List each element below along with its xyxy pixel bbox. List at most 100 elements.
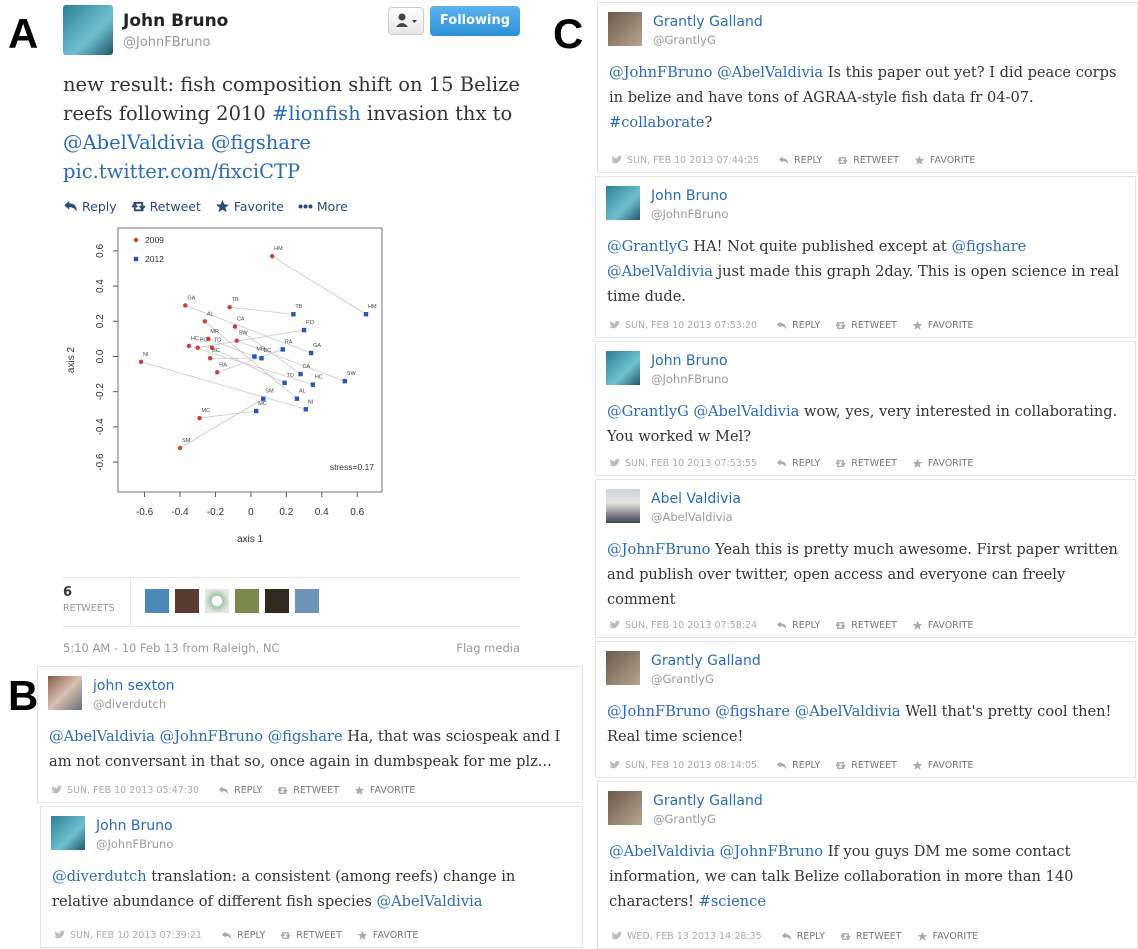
point-label: NI xyxy=(308,399,314,405)
link[interactable]: @JohnFBruno xyxy=(609,64,713,81)
point xyxy=(207,356,213,361)
tweet-action[interactable]: RETWEET xyxy=(851,619,897,631)
link[interactable]: @AbelValdivia xyxy=(607,263,713,280)
point-label: SM xyxy=(182,438,191,444)
avatar[interactable] xyxy=(606,651,640,685)
tweet-action[interactable]: RETWEET xyxy=(293,784,339,796)
link[interactable]: @AbelValdivia xyxy=(49,728,155,745)
tweet-action[interactable]: REPLY xyxy=(796,930,825,942)
tweet-action[interactable]: RETWEET xyxy=(853,154,899,166)
avatar[interactable] xyxy=(235,589,259,613)
link[interactable]: @figshare xyxy=(267,728,343,745)
user-name[interactable]: John Bruno xyxy=(96,818,173,834)
point-label: SW xyxy=(347,371,357,377)
reply-icon xyxy=(777,620,787,629)
user-name[interactable]: Abel Valdivia xyxy=(651,491,741,507)
following-button[interactable]: Following xyxy=(430,6,520,36)
tweet-action[interactable]: Retweet xyxy=(131,199,201,214)
link[interactable]: @GrantlyG xyxy=(607,403,689,420)
link[interactable]: @AbelValdivia xyxy=(376,893,483,910)
avatar[interactable] xyxy=(295,589,319,613)
tweet-action[interactable]: REPLY xyxy=(792,619,821,631)
link[interactable]: @figshare xyxy=(951,238,1027,255)
user-handle: @GrantlyG xyxy=(653,33,716,47)
avatar[interactable] xyxy=(145,589,169,613)
x-tick-label: 0.4 xyxy=(315,507,329,518)
avatar[interactable] xyxy=(63,5,113,55)
user-handle: @JohnFBruno xyxy=(96,837,174,851)
user-name[interactable]: Grantly Galland xyxy=(653,793,763,809)
link[interactable]: @AbelValdivia xyxy=(717,64,824,81)
tweet-action[interactable]: REPLY xyxy=(792,457,821,469)
user-name[interactable]: Grantly Galland xyxy=(653,14,763,30)
tweet-footer: SUN, FEB 10 2013 07:53:55 REPLY RETWEET FAV… xyxy=(608,457,983,469)
link[interactable]: @JohnFBruno xyxy=(607,541,711,558)
star-icon xyxy=(354,785,365,795)
link[interactable]: @figshare xyxy=(210,131,311,154)
connector xyxy=(234,326,301,375)
tweet-action[interactable]: RETWEET xyxy=(851,759,897,771)
tweet-action[interactable]: REPLY xyxy=(237,929,266,941)
point-label: RA xyxy=(285,339,293,345)
link[interactable]: #lionfish xyxy=(272,102,361,125)
link[interactable]: @AbelValdivia xyxy=(794,703,901,720)
user-name[interactable]: john sexton xyxy=(93,678,175,694)
link[interactable]: @AbelValdivia xyxy=(609,843,715,860)
user-name[interactable]: John Bruno xyxy=(651,353,728,369)
tweet-timestamp: SUN, FEB 10 2013 07:44:25 xyxy=(627,154,760,166)
tweet-action[interactable]: REPLY xyxy=(794,154,823,166)
point xyxy=(294,396,300,401)
point-label: HC xyxy=(191,336,199,342)
tweet-action[interactable]: FAVORITE xyxy=(927,319,974,331)
link[interactable]: @AbelValdivia xyxy=(63,131,205,154)
tweet-action[interactable]: REPLY xyxy=(234,784,263,796)
avatar[interactable] xyxy=(51,816,85,850)
tweet-action[interactable]: Favorite xyxy=(215,199,284,214)
tweet-timestamp: SUN, FEB 10 2013 08:14:05 xyxy=(625,759,758,771)
avatar[interactable] xyxy=(265,589,289,613)
avatar[interactable] xyxy=(608,12,642,46)
tweet-action[interactable]: FAVORITE xyxy=(927,457,974,469)
link[interactable]: @diverdutch xyxy=(52,868,147,885)
point-label: TO xyxy=(287,373,295,379)
avatar[interactable] xyxy=(175,589,199,613)
tweet-action[interactable]: RETWEET xyxy=(296,929,342,941)
avatar[interactable] xyxy=(205,589,229,613)
link[interactable]: @JohnFBruno xyxy=(159,728,264,745)
user-name[interactable]: John Bruno xyxy=(123,11,229,31)
connector xyxy=(271,255,367,315)
avatar[interactable] xyxy=(48,676,82,710)
link[interactable]: #science xyxy=(698,893,766,910)
link[interactable]: @figshare xyxy=(715,703,790,720)
flag-media[interactable]: Flag media xyxy=(456,641,520,655)
tweet-action[interactable]: FAVORITE xyxy=(372,929,419,941)
user-name[interactable]: Grantly Galland xyxy=(651,653,761,669)
tweet-action[interactable]: RETWEET xyxy=(851,319,897,331)
tweet-action[interactable]: FAVORITE xyxy=(369,784,416,796)
avatar[interactable] xyxy=(606,489,640,523)
user-name[interactable]: John Bruno xyxy=(651,188,728,204)
tweet-action[interactable]: REPLY xyxy=(792,759,821,771)
tweet-action[interactable]: FAVORITE xyxy=(927,619,974,631)
tweet-action[interactable]: FAVORITE xyxy=(929,154,976,166)
tweet-action[interactable]: More xyxy=(298,199,348,214)
tweet-action[interactable]: FAVORITE xyxy=(932,930,979,942)
link[interactable]: @JohnFBruno xyxy=(719,843,824,860)
tweet-actions: Reply Retweet Favorite More xyxy=(63,199,348,214)
link[interactable]: pic.twitter.com/fixciCTP xyxy=(63,160,301,183)
avatar[interactable] xyxy=(606,351,640,385)
tweet-action[interactable]: Reply xyxy=(63,199,117,214)
link[interactable]: @JohnFBruno xyxy=(607,703,711,720)
tweet-action[interactable]: RETWEET xyxy=(855,930,902,942)
tweet-action[interactable]: FAVORITE xyxy=(927,759,974,771)
link[interactable]: @GrantlyG xyxy=(607,238,689,255)
tweet-action[interactable]: REPLY xyxy=(792,319,821,331)
link[interactable]: #collaborate xyxy=(609,114,705,131)
tweet-action[interactable]: RETWEET xyxy=(851,457,897,469)
avatar[interactable] xyxy=(608,791,642,825)
user-menu-button[interactable] xyxy=(388,7,424,35)
link[interactable]: @AbelValdivia xyxy=(693,403,800,420)
avatar[interactable] xyxy=(606,186,640,220)
connector xyxy=(217,349,283,373)
point xyxy=(291,312,296,317)
